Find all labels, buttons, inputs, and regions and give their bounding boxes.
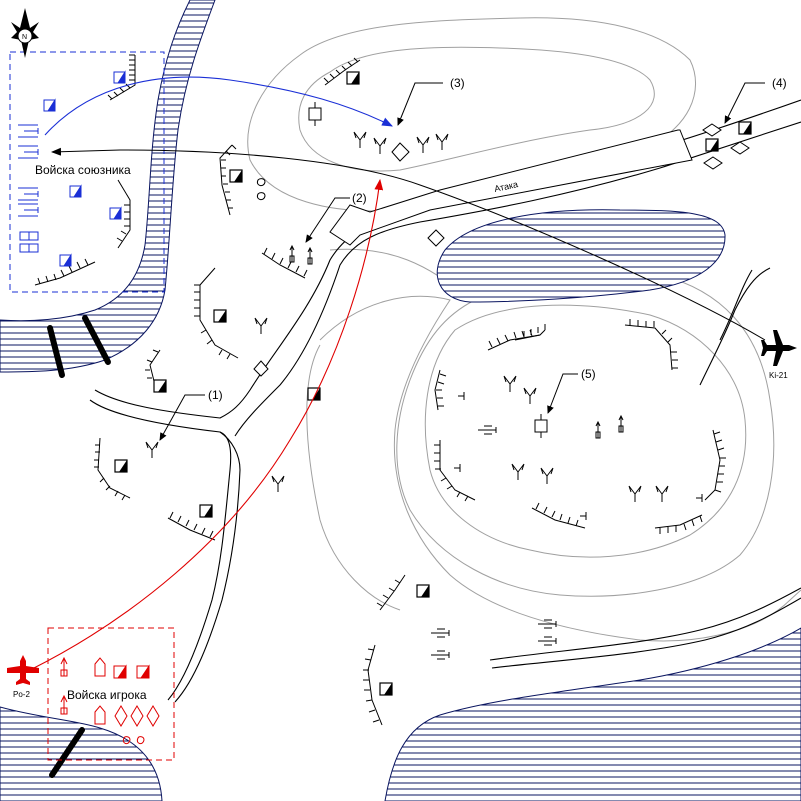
player-area: Войска игрока	[47, 627, 175, 761]
enemy-aircraft	[761, 330, 797, 366]
flight-routes	[29, 76, 766, 671]
compass-label: N	[22, 34, 27, 41]
attack-arrow: Атака	[329, 129, 693, 246]
bridges	[47, 315, 111, 778]
allies-area: Войска союзника	[9, 51, 165, 293]
compass-icon: N	[11, 8, 39, 58]
point-1: (1)	[208, 388, 223, 402]
player-aircraft-label: Po-2	[13, 690, 30, 699]
point-4: (4)	[772, 76, 787, 90]
callouts	[159, 82, 765, 441]
point-5: (5)	[581, 367, 596, 381]
enemy-units	[114, 71, 752, 696]
attack-label: Атака	[493, 179, 519, 194]
terrain-contours	[147, 17, 801, 642]
enemy-aircraft-label: Ki-21	[769, 371, 788, 380]
trenches	[34, 54, 726, 726]
point-3: (3)	[450, 76, 465, 90]
allies-label: Войска союзника	[35, 163, 131, 177]
point-2: (2)	[352, 191, 367, 205]
player-aircraft	[7, 655, 39, 685]
player-label: Войска игрока	[67, 688, 147, 702]
